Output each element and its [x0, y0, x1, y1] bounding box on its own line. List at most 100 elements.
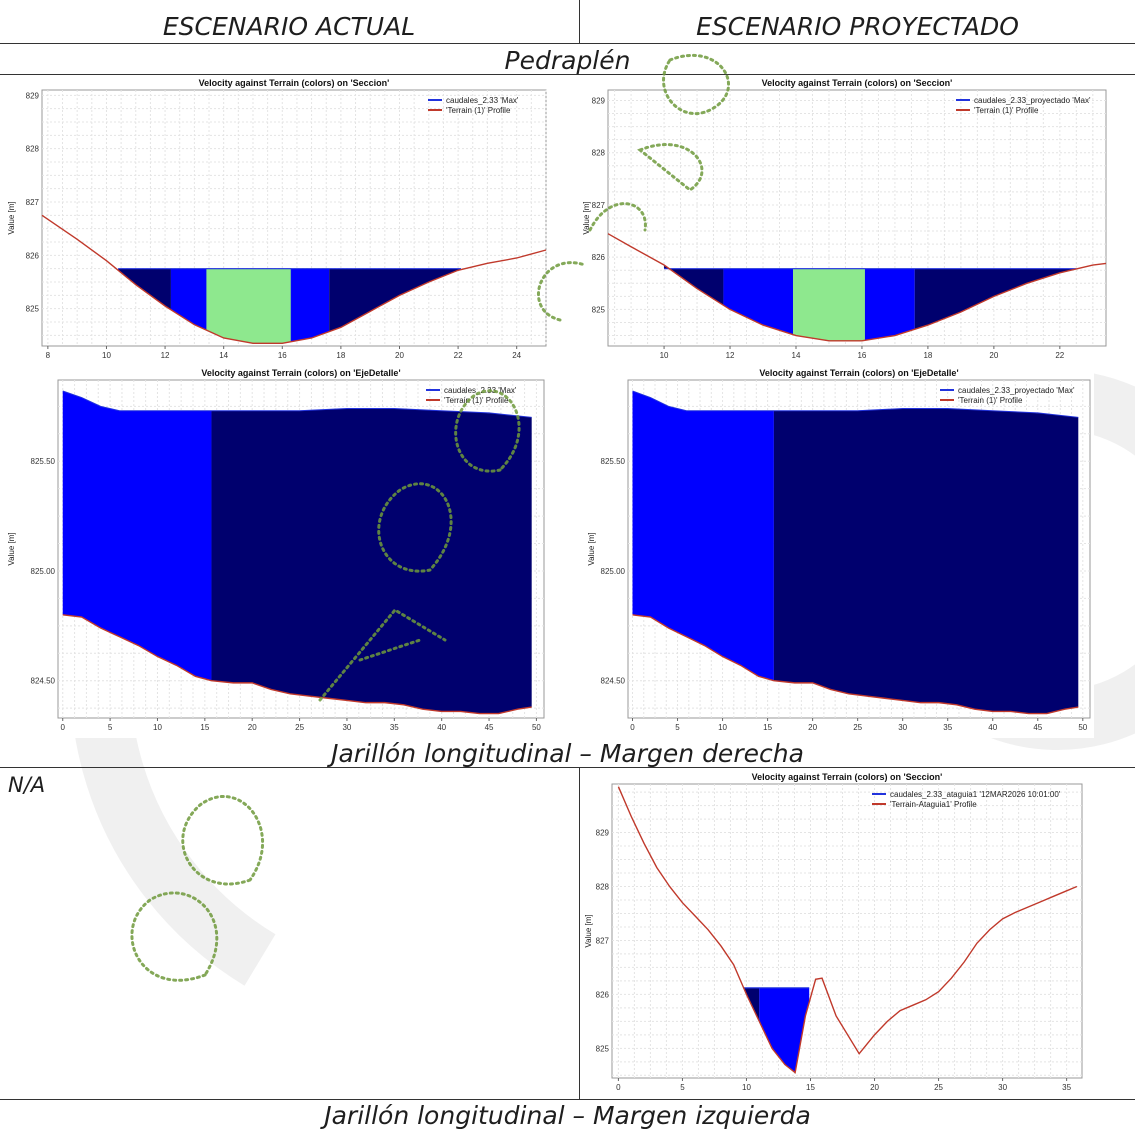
legend-entry-water: caudales_2.33_proyectado 'Max' [974, 96, 1091, 105]
velocity-band [211, 408, 532, 714]
y-tick-label: 825 [26, 305, 40, 314]
row-column-divider [579, 767, 580, 1099]
x-tick-label: 20 [395, 351, 404, 360]
velocity-band [773, 408, 1079, 714]
water-surface-line [632, 390, 1079, 418]
y-tick-label: 825 [596, 1044, 610, 1053]
legend-entry-terrain: 'Terrain (1)' Profile [974, 106, 1039, 115]
section-margen-derecha-rule [0, 767, 1135, 768]
velocity-band [792, 268, 866, 342]
velocity-band [291, 268, 330, 342]
legend-entry-water: caudales_2.33 'Max' [446, 96, 519, 105]
x-tick-label: 0 [630, 723, 635, 732]
y-tick-label: 828 [592, 149, 606, 158]
y-tick-label: 829 [26, 91, 40, 100]
legend-entry-terrain: 'Terrain (1)' Profile [958, 396, 1023, 405]
chart-title: Velocity against Terrain (colors) on 'Se… [199, 78, 390, 88]
x-tick-label: 14 [219, 351, 228, 360]
x-tick-label: 20 [808, 723, 817, 732]
x-tick-label: 22 [454, 351, 463, 360]
y-tick-label: 825.00 [601, 567, 626, 576]
y-tick-label: 826 [592, 253, 606, 262]
x-tick-label: 24 [512, 351, 521, 360]
x-tick-label: 10 [742, 1083, 751, 1092]
chart-panel-ejedetalle-actual: Velocity against Terrain (colors) on 'Ej… [0, 366, 548, 738]
x-tick-label: 15 [200, 723, 209, 732]
x-tick-label: 10 [660, 351, 669, 360]
y-tick-label: 827 [596, 936, 610, 945]
x-tick-label: 5 [680, 1083, 685, 1092]
x-tick-label: 12 [161, 351, 170, 360]
x-tick-label: 0 [616, 1083, 621, 1092]
y-tick-label: 825.00 [31, 567, 56, 576]
y-tick-label: 826 [596, 990, 610, 999]
y-axis-label: Value [m] [582, 201, 591, 234]
y-tick-label: 825.50 [31, 457, 56, 466]
terrain-profile-line [617, 786, 1078, 1074]
y-tick-label: 826 [26, 251, 40, 260]
velocity-band [632, 390, 774, 681]
terrain-profile-line [632, 614, 1079, 715]
header-column-divider [579, 0, 580, 44]
chart-seccion-actual: Velocity against Terrain (colors) on 'Se… [7, 78, 547, 360]
x-tick-label: 12 [726, 351, 735, 360]
section-title-margen-derecha: Jarillón longitudinal – Margen derecha [331, 739, 804, 768]
chart-panel-ejedetalle-proyectado: Velocity against Terrain (colors) on 'Ej… [580, 366, 1094, 738]
terrain-profile-line [62, 614, 532, 715]
x-tick-label: 10 [153, 723, 162, 732]
y-tick-label: 828 [596, 882, 610, 891]
x-tick-label: 0 [61, 723, 66, 732]
x-tick-label: 25 [295, 723, 304, 732]
chart-title: Velocity against Terrain (colors) on 'Ej… [201, 368, 400, 378]
x-tick-label: 35 [943, 723, 952, 732]
x-tick-label: 35 [1062, 1083, 1071, 1092]
chart-ejedetalle-actual: Velocity against Terrain (colors) on 'Ej… [7, 368, 545, 732]
chart-ejedetalle-proyectado: Velocity against Terrain (colors) on 'Ej… [587, 368, 1091, 732]
water-surface-line [62, 390, 532, 418]
column-header-actual: ESCENARIO ACTUAL [162, 12, 416, 41]
x-tick-label: 25 [934, 1083, 943, 1092]
y-tick-label: 825 [592, 305, 606, 314]
x-tick-label: 5 [675, 723, 680, 732]
x-tick-label: 20 [989, 351, 998, 360]
x-tick-label: 14 [792, 351, 801, 360]
x-tick-label: 10 [718, 723, 727, 732]
legend-entry-water: caudales_2.33_ataguia1 '12MAR2026 10:01:… [890, 790, 1061, 799]
legend-entry-water: caudales_2.33 'Max' [444, 386, 517, 395]
x-tick-label: 45 [485, 723, 494, 732]
chart-title: Velocity against Terrain (colors) on 'Se… [762, 78, 953, 88]
x-tick-label: 15 [763, 723, 772, 732]
section-pedraplen-rule [0, 74, 1135, 75]
terrain-profile-line [41, 214, 547, 345]
x-tick-label: 35 [390, 723, 399, 732]
legend-entry-terrain: 'Terrain (1)' Profile [444, 396, 509, 405]
velocity-band [62, 390, 212, 681]
chart-seccion-proyectado: Velocity against Terrain (colors) on 'Se… [582, 78, 1107, 360]
y-tick-label: 828 [26, 145, 40, 154]
y-tick-label: 824.50 [31, 677, 56, 686]
chart-seccion-ataguia: Velocity against Terrain (colors) on 'Se… [584, 772, 1083, 1092]
x-tick-label: 50 [532, 723, 541, 732]
x-tick-label: 16 [857, 351, 866, 360]
x-tick-label: 45 [1033, 723, 1042, 732]
chart-panel-seccion-actual: Velocity against Terrain (colors) on 'Se… [0, 76, 548, 366]
x-tick-label: 50 [1078, 723, 1087, 732]
chart-panel-ataguia-proyectado: Velocity against Terrain (colors) on 'Se… [582, 770, 1086, 1098]
velocity-band [329, 268, 462, 332]
chart-panel-seccion-proyectado: Velocity against Terrain (colors) on 'Se… [580, 76, 1110, 366]
x-tick-label: 15 [806, 1083, 815, 1092]
y-tick-label: 827 [592, 201, 606, 210]
x-tick-label: 20 [870, 1083, 879, 1092]
velocity-band [865, 268, 915, 341]
velocity-band [723, 268, 793, 335]
x-tick-label: 40 [437, 723, 446, 732]
velocity-band [205, 268, 292, 344]
x-tick-label: 30 [342, 723, 351, 732]
y-axis-label: Value [m] [7, 201, 16, 234]
x-tick-label: 5 [108, 723, 113, 732]
x-tick-label: 10 [102, 351, 111, 360]
plot-area [611, 783, 1083, 1079]
chart-title: Velocity against Terrain (colors) on 'Se… [752, 772, 943, 782]
y-tick-label: 825.50 [601, 457, 626, 466]
x-tick-label: 30 [998, 1083, 1007, 1092]
